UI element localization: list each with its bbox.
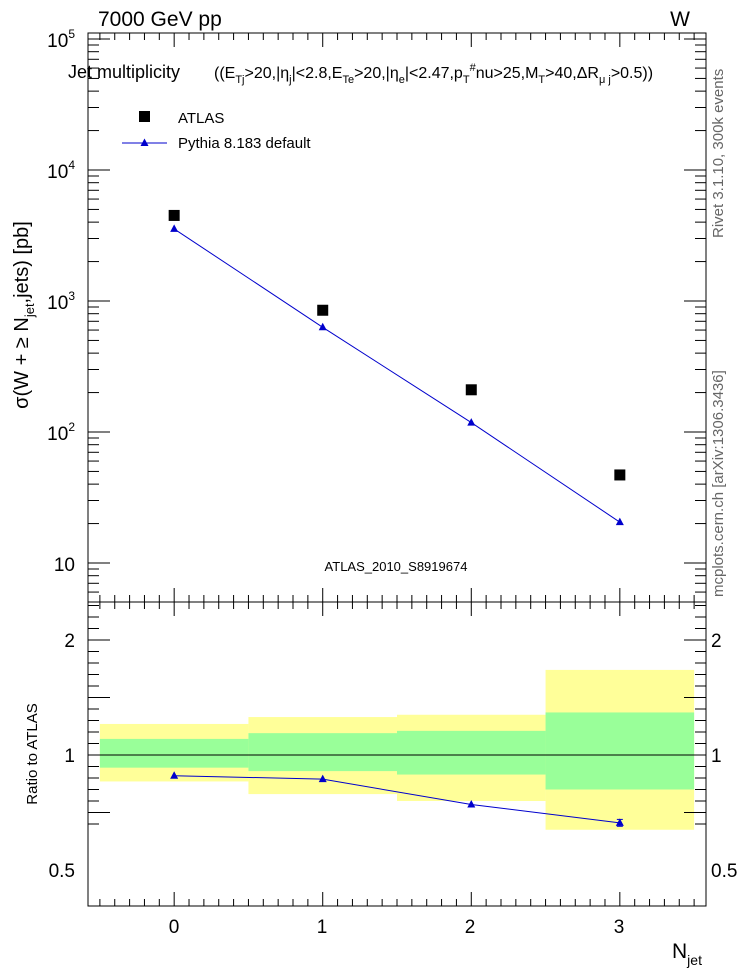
ratio-uncertainty-bands: [99, 669, 695, 830]
legend-pythia-label: Pythia 8.183 default: [178, 135, 311, 152]
atlas-data-point: [168, 209, 180, 221]
ratio-inner-band: [397, 730, 546, 775]
ratio-y-tick-label-right-0.5: 0.5: [711, 861, 737, 882]
plot-title: Jet multiplicity: [68, 62, 180, 82]
main-panel: 10 102 103 104 105 σ(W + ≥ Njet,jets) [p…: [11, 27, 707, 603]
main-axis-ticks: [88, 33, 706, 602]
ratio-y-tick-label-right-1: 1: [711, 746, 722, 767]
x-axis-title: Njet: [672, 940, 702, 968]
ratio-axis-ticks: [88, 602, 706, 906]
rivet-info-label: Rivet 3.1.10, 300k events: [710, 69, 727, 238]
atlas-data-point: [614, 469, 626, 481]
legend-atlas-marker: [139, 111, 150, 122]
y-tick-label-10000: 104: [47, 158, 75, 183]
pythia-data-point: [615, 517, 624, 526]
pythia-series-line: [173, 228, 621, 523]
energy-label: 7000 GeV pp: [98, 8, 222, 31]
ratio-panel: 0.5 1 2 0.5 1 2 Ratio to ATLAS 0 1 2 3 N…: [24, 601, 737, 968]
ratio-y-axis-title: Ratio to ATLAS: [24, 703, 41, 804]
y-tick-label-100: 102: [47, 420, 75, 445]
ratio-inner-band: [545, 712, 695, 790]
pythia-data-point: [467, 418, 476, 426]
y-tick-label-100000: 105: [47, 27, 75, 52]
ratio-y-tick-label-right-2: 2: [711, 631, 722, 652]
ratio-pythia-line: [174, 775, 620, 824]
ratio-y-tick-label-1: 1: [64, 746, 75, 767]
pythia-data-point: [170, 224, 179, 232]
ratio-y-tick-label-2: 2: [64, 631, 75, 652]
ratio-pythia-point: [615, 818, 624, 826]
x-tick-label-2: 2: [465, 917, 476, 938]
atlas-data-point: [317, 304, 329, 316]
x-tick-label-0: 0: [169, 917, 180, 938]
ratio-data-marks: [170, 771, 624, 827]
ratio-y-tick-label-0.5: 0.5: [49, 861, 75, 882]
legend: ATLAS Pythia 8.183 default: [122, 110, 311, 152]
y-tick-label-10: 10: [54, 555, 75, 576]
y-tick-label-1000: 103: [47, 289, 75, 314]
ratio-inner-band: [248, 733, 397, 772]
main-data-marks: [168, 209, 626, 526]
legend-pythia-marker: [140, 138, 149, 146]
cuts-label: ((ETj>20,|ηj|<2.8,ETe>20,|ηe|<2.47,pT#nu…: [214, 62, 653, 86]
mcplots-info-label: mcplots.cern.ch [arXiv:1306.3436]: [710, 370, 727, 597]
ratio-inner-band: [99, 738, 249, 768]
x-tick-label-1: 1: [317, 917, 328, 938]
analysis-watermark: ATLAS_2010_S8919674: [325, 559, 468, 574]
legend-atlas-label: ATLAS: [178, 110, 224, 127]
ratio-pythia-point: [467, 799, 476, 808]
x-tick-label-3: 3: [614, 917, 625, 938]
pythia-data-point: [318, 322, 327, 331]
process-label: W: [670, 8, 690, 31]
atlas-data-point: [465, 384, 477, 396]
ratio-pythia-point: [318, 774, 327, 783]
ratio-pythia-point: [170, 771, 179, 779]
main-y-axis-title: σ(W + ≥ Njet,jets) [pb]: [11, 221, 37, 409]
